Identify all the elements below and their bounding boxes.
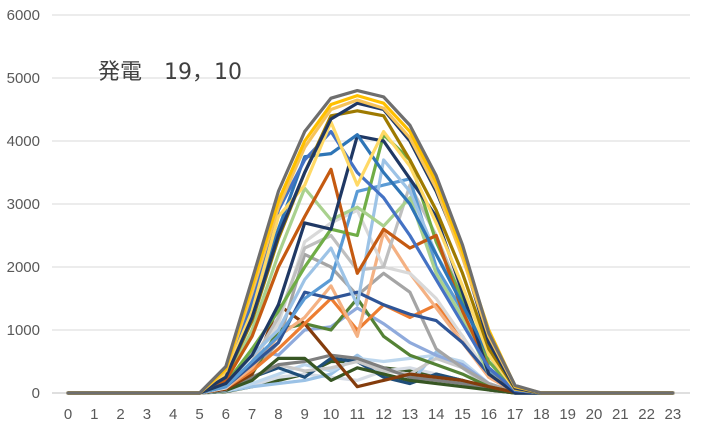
- x-tick-label: 19: [559, 406, 576, 423]
- x-tick-label: 6: [222, 406, 230, 423]
- y-tick-label: 3000: [7, 196, 40, 213]
- series-line-5: [66, 120, 675, 395]
- x-tick-label: 22: [638, 406, 655, 423]
- y-tick-label: 0: [32, 385, 40, 402]
- series-line-3: [66, 101, 675, 395]
- x-tick-label: 7: [248, 406, 256, 423]
- x-tick-label: 3: [143, 406, 151, 423]
- series-line-18: [66, 296, 675, 395]
- y-tick-label: 6000: [7, 7, 40, 24]
- x-tick-label: 0: [64, 406, 72, 423]
- series-line-0: [66, 88, 675, 395]
- x-tick-label: 5: [195, 406, 203, 423]
- x-tick-label: 18: [533, 406, 550, 423]
- series-line-6: [66, 129, 675, 395]
- y-tick-label: 5000: [7, 70, 40, 87]
- x-tick-label: 10: [323, 406, 340, 423]
- series-line-22: [66, 306, 675, 395]
- x-tick-label: 9: [301, 406, 309, 423]
- x-tick-label: 12: [375, 406, 392, 423]
- x-tick-label: 1: [90, 406, 98, 423]
- series-line-7: [66, 133, 675, 395]
- x-tick-label: 14: [428, 406, 445, 423]
- series-line-12: [66, 158, 675, 395]
- x-axis-tick-labels: 0 1 2 3 4 5 6 7 8 9 10 11 12 13 14 15 16 17 18 19 20 21 22 23: [64, 406, 681, 423]
- series-line-1: [66, 94, 675, 395]
- y-tick-label: 2000: [7, 259, 40, 276]
- y-tick-label: 1000: [7, 322, 40, 339]
- x-tick-label: 23: [665, 406, 682, 423]
- x-tick-label: 13: [402, 406, 419, 423]
- x-tick-label: 4: [169, 406, 177, 423]
- x-tick-label: 17: [507, 406, 524, 423]
- x-tick-label: 15: [454, 406, 471, 423]
- series-line-14: [66, 290, 675, 395]
- x-tick-label: 8: [274, 406, 282, 423]
- y-axis-tick-labels: 0 1000 2000 3000 4000 5000 6000: [7, 7, 40, 402]
- series-line-2: [66, 98, 675, 395]
- x-tick-label: 2: [116, 406, 124, 423]
- x-tick-label: 21: [612, 406, 629, 423]
- y-tick-label: 4000: [7, 133, 40, 150]
- series-line-8: [66, 134, 675, 395]
- x-tick-label: 16: [480, 406, 497, 423]
- x-tick-label: 11: [350, 406, 366, 423]
- series-line-20: [66, 296, 675, 395]
- x-tick-label: 20: [586, 406, 603, 423]
- series-lines: [66, 88, 675, 395]
- series-line-11: [66, 133, 675, 395]
- chart-title: 発電 19，10: [98, 60, 242, 85]
